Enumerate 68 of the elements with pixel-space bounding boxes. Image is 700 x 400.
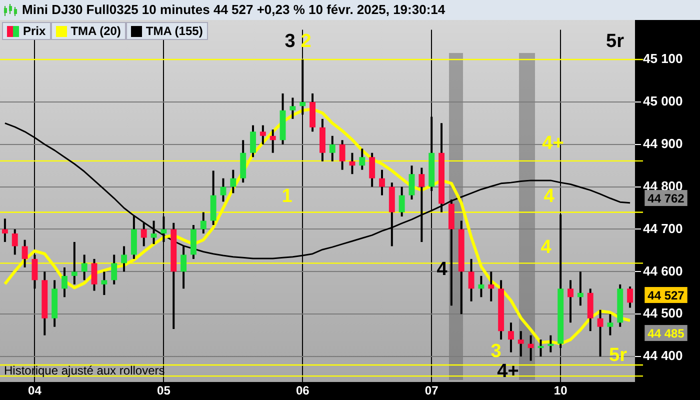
candlestick	[339, 139, 346, 171]
annotation: 3	[490, 341, 502, 362]
candlestick	[111, 254, 118, 286]
candlestick	[220, 177, 226, 203]
candlestick	[568, 279, 574, 324]
annotation: 4	[544, 186, 555, 208]
candlestick	[290, 96, 296, 120]
legend-label: Prix	[2, 22, 51, 40]
x-tick-label: 06	[296, 384, 310, 398]
candlestick	[607, 313, 614, 336]
candlestick	[468, 258, 474, 302]
y-tick-label: 44 700	[643, 220, 683, 236]
candlestick	[101, 270, 108, 296]
candlestick	[250, 124, 256, 158]
y-tick-label: 44 500	[643, 306, 683, 321]
y-tick-label: 45 100	[643, 51, 683, 66]
y-tick-label: 44 800	[643, 178, 683, 194]
y-tick-label: 44 900	[643, 136, 683, 151]
candlestick	[81, 254, 88, 282]
y-tick-label: 44 400	[643, 348, 683, 364]
candlestick	[62, 266, 68, 298]
text: 44 527	[648, 288, 685, 302]
candlestick	[12, 228, 18, 256]
annotation: 5r	[609, 345, 628, 366]
candlestick	[508, 322, 514, 354]
legend-label: TMA (155)	[126, 22, 208, 40]
candlestick	[627, 286, 634, 309]
candlestick	[71, 240, 78, 286]
candlestick	[548, 334, 554, 354]
candlestick	[150, 220, 157, 246]
candlestick	[260, 124, 266, 146]
x-tick-label: 07	[424, 384, 439, 398]
candlestick	[359, 148, 366, 171]
candlestick	[91, 258, 98, 292]
text: 44 485	[648, 326, 685, 340]
annotation: 4	[540, 237, 552, 258]
candlestick	[418, 166, 425, 243]
candlestick	[270, 128, 276, 154]
candlestick	[369, 152, 376, 188]
y-tick-label: 45 000	[643, 94, 683, 109]
annotation: 3	[284, 31, 296, 52]
annotation: 5r	[606, 31, 625, 52]
x-tick-label: 05	[157, 384, 171, 398]
chart-title: Mini DJ30 Full0325 10 minutes 44 527 +0,23 % 10 févr. 2025, 19:30:14	[22, 1, 446, 19]
candlestick	[478, 274, 484, 298]
candlestick	[577, 270, 584, 307]
candlestick	[121, 245, 127, 273]
annotation: 4+	[542, 133, 564, 154]
annotation: 1	[282, 186, 293, 208]
annotation: 4	[436, 259, 448, 280]
x-tick-label: 10	[554, 384, 568, 398]
text: 44 762	[648, 191, 685, 206]
x-tick-label: 04	[28, 384, 42, 398]
candlestick	[2, 218, 8, 243]
y-tick-label: 44 600	[643, 263, 683, 278]
candlestick	[22, 238, 28, 268]
candlestick	[140, 222, 147, 248]
candlestick	[200, 211, 206, 234]
candlestick	[488, 270, 494, 302]
legend-label: TMA (20)	[50, 22, 126, 40]
candlestick	[408, 164, 415, 201]
candlestick	[379, 168, 385, 196]
candlestick	[528, 334, 534, 362]
candlestick	[329, 134, 336, 162]
candlestick	[230, 168, 236, 194]
candlestick	[398, 186, 405, 218]
candlestick	[518, 330, 524, 358]
candlestick	[597, 308, 604, 358]
